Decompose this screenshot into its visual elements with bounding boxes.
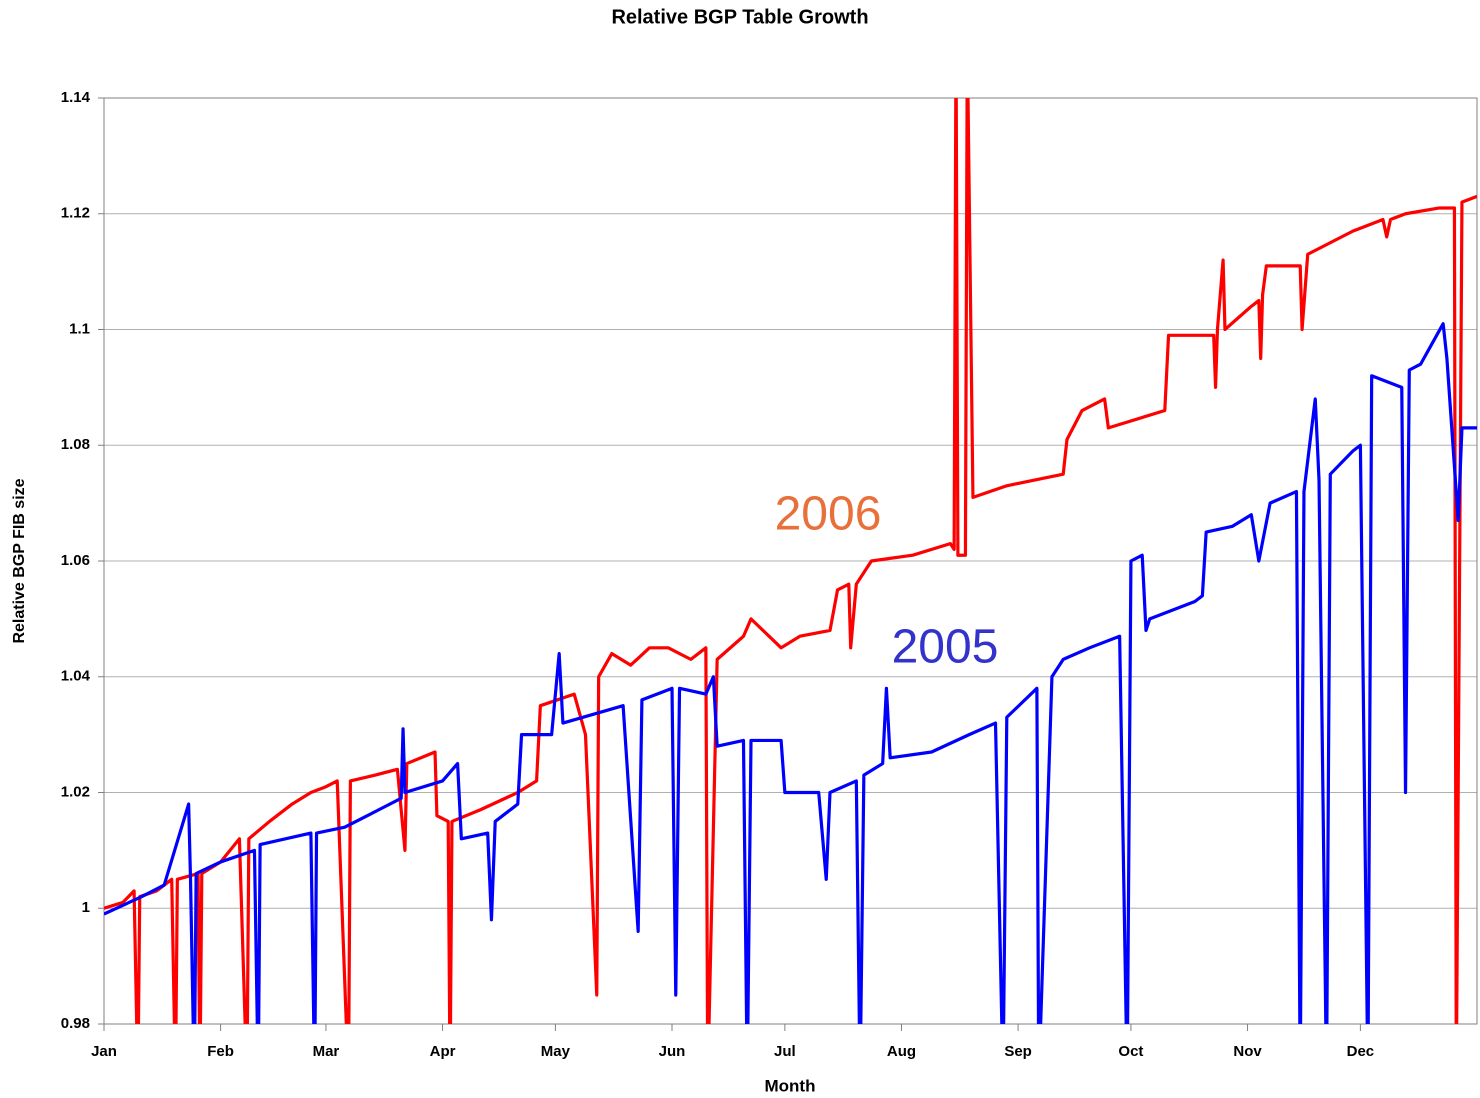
y-tick-label: 1.08 bbox=[61, 436, 90, 453]
series-line bbox=[104, 98, 1477, 1024]
y-tick-label: 1.12 bbox=[61, 205, 90, 222]
x-tick-label: Sep bbox=[1004, 1043, 1032, 1060]
chart-title: Relative BGP Table Growth bbox=[611, 6, 868, 28]
x-tick-label: Mar bbox=[313, 1043, 340, 1060]
x-tick-label: May bbox=[541, 1043, 571, 1060]
x-tick-label: Aug bbox=[887, 1043, 916, 1060]
x-tick-label: Nov bbox=[1233, 1043, 1262, 1060]
y-axis-label: Relative BGP FIB size bbox=[11, 478, 28, 643]
x-tick-label: Jan bbox=[91, 1043, 117, 1060]
x-tick-label: Feb bbox=[207, 1043, 234, 1060]
y-tick-label: 1.14 bbox=[61, 89, 91, 106]
y-tick-label: 1.02 bbox=[61, 783, 90, 800]
y-tick-label: 1.04 bbox=[61, 668, 91, 685]
x-tick-label: Dec bbox=[1347, 1043, 1375, 1060]
plot-frame bbox=[103, 97, 1478, 1025]
x-axis-label: Month bbox=[765, 1076, 816, 1095]
y-tick-label: 1.06 bbox=[61, 552, 90, 569]
x-tick-label: Jul bbox=[774, 1043, 796, 1060]
plot-area bbox=[104, 98, 1477, 1024]
y-tick-label: 1 bbox=[82, 899, 90, 916]
y-tick-label: 1.1 bbox=[69, 320, 90, 337]
x-tick-label: Oct bbox=[1118, 1043, 1143, 1060]
series-line bbox=[104, 322, 1477, 1024]
x-tick-label: Jun bbox=[659, 1043, 686, 1060]
x-tick-label: Apr bbox=[430, 1043, 456, 1060]
annotation: 2006 bbox=[775, 488, 882, 541]
y-tick-label: 0.98 bbox=[61, 1015, 90, 1032]
annotation: 2005 bbox=[892, 621, 999, 674]
